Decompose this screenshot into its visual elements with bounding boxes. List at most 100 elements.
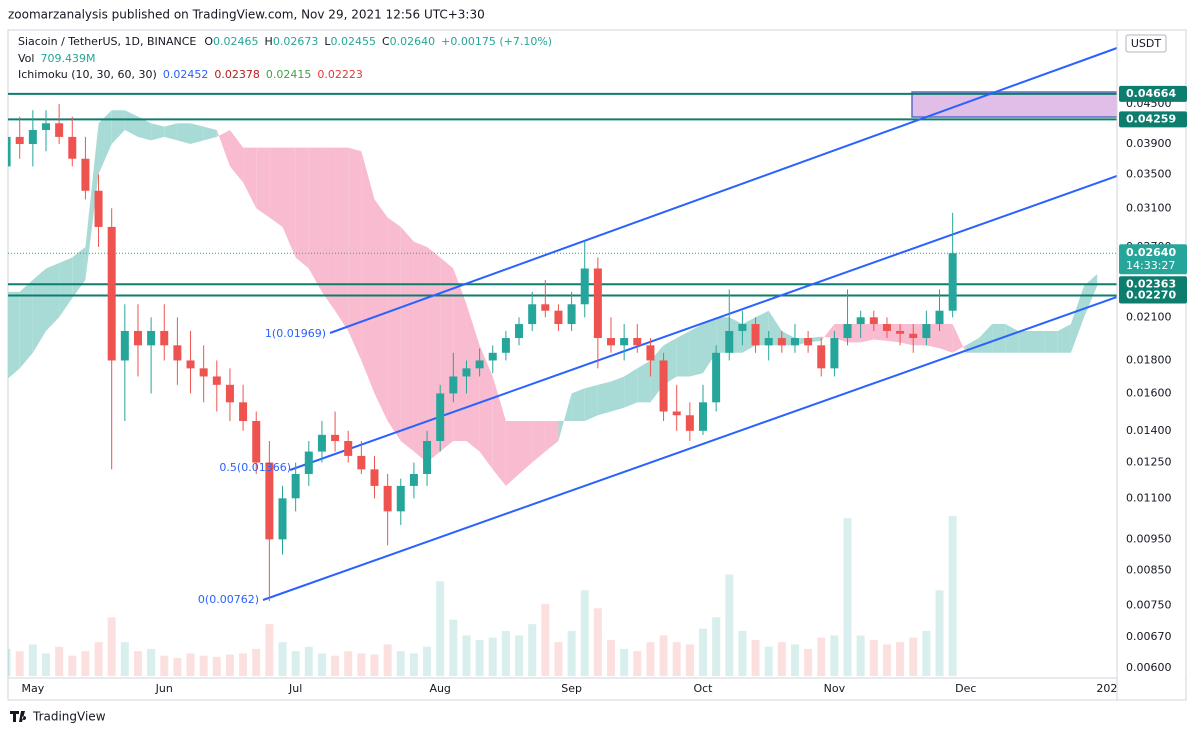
candle-body <box>94 190 103 227</box>
cloud-segment <box>597 381 612 416</box>
cloud-segment <box>702 317 717 374</box>
cloud-segment <box>308 147 322 292</box>
cloud-segment <box>519 420 533 474</box>
cloud-segment <box>8 291 20 379</box>
footer: TradingView <box>10 710 106 724</box>
y-tick-label: 0.03100 <box>1126 201 1172 214</box>
volume-bar <box>436 581 445 676</box>
channel <box>262 47 1117 601</box>
volume-bar <box>81 651 90 676</box>
volume-bar <box>659 635 668 676</box>
cloud-segment <box>164 123 178 141</box>
volume-bar <box>68 655 77 676</box>
cloud-segment <box>98 110 112 175</box>
indicator-value: 0.02223 <box>317 68 363 81</box>
candle-body <box>804 338 813 346</box>
fib-label: 0(0.00762) <box>198 593 259 606</box>
candle-body <box>646 345 655 361</box>
volume-bar <box>94 642 103 676</box>
y-tick-label: 0.01100 <box>1126 491 1172 504</box>
candle-body <box>409 473 418 486</box>
fib-label: 1(0.01969) <box>265 327 326 340</box>
volume-bar <box>501 630 510 676</box>
candle-body <box>147 330 156 346</box>
volume-bar <box>777 642 786 676</box>
candle-body <box>672 411 681 416</box>
cloud-segment <box>1044 330 1058 353</box>
ohlc-label: C <box>382 35 390 48</box>
candle-body <box>225 384 234 403</box>
indicator-value: 0.02452 <box>163 68 209 81</box>
last-price-label: 0.02640 <box>1126 246 1176 259</box>
channel-line <box>289 175 1117 471</box>
candle-body <box>252 420 261 463</box>
candle-body <box>567 304 576 325</box>
candle-body <box>370 469 379 486</box>
candle-body <box>830 338 839 369</box>
cloud-segment <box>45 262 60 331</box>
candle-body <box>396 485 405 512</box>
last-price-box <box>1119 244 1187 275</box>
cloud-segment <box>335 147 349 331</box>
candle-body <box>186 360 195 369</box>
cloud-segment <box>413 241 428 463</box>
level-label: 0.02270 <box>1126 289 1176 302</box>
candle-body <box>882 324 891 331</box>
cloud-segment <box>59 257 73 318</box>
ohlc-label: O <box>204 35 213 48</box>
y-tick-label: 0.02100 <box>1126 310 1172 323</box>
candle-body <box>856 317 865 325</box>
volume-bar <box>909 637 918 676</box>
cloud-segment <box>558 393 572 441</box>
volume-bar <box>712 617 721 676</box>
x-tick-label: Oct <box>693 682 713 695</box>
volume-bar <box>199 655 208 676</box>
currency[interactable]: USDT <box>1131 37 1162 50</box>
volume <box>8 516 957 676</box>
y-tick-label: 0.00600 <box>1126 661 1172 674</box>
cloud-segment <box>624 368 638 408</box>
cloud-segment <box>479 345 493 470</box>
volume-bar <box>554 642 563 676</box>
candle-body <box>554 310 563 325</box>
candle-body <box>133 330 142 346</box>
volume-bar <box>830 635 839 676</box>
y-tick-label: 0.00670 <box>1126 630 1172 643</box>
y-tick-label: 0.00950 <box>1126 532 1172 545</box>
y-tick-label: 0.01600 <box>1126 386 1172 399</box>
volume-bar <box>409 653 418 676</box>
cloud-segment <box>85 123 99 280</box>
candle-body <box>764 338 773 346</box>
x-tick-label: Nov <box>824 682 846 695</box>
candle-body <box>212 376 221 385</box>
volume-bar <box>291 651 300 676</box>
candle-body <box>685 415 694 431</box>
cloud-segment <box>321 147 336 311</box>
candle-body <box>698 402 707 431</box>
volume-bar <box>357 653 366 676</box>
volume-bar <box>160 655 169 676</box>
volume-bar <box>344 651 353 676</box>
volume-bar <box>843 518 852 676</box>
candle-body <box>462 368 471 377</box>
volume-bar <box>882 644 891 676</box>
candle-body <box>725 330 734 353</box>
cloud-segment <box>453 268 467 441</box>
cloud-segment <box>282 147 296 258</box>
candle-body <box>357 455 366 470</box>
zone-box <box>911 91 1117 118</box>
candle-body <box>593 268 602 339</box>
volume-bar <box>607 639 616 676</box>
volume-bar <box>896 642 905 676</box>
currency-box[interactable] <box>1125 34 1167 53</box>
y-tick-label: 0.00850 <box>1126 564 1172 577</box>
volume-bar <box>515 635 524 676</box>
y-tick-label: 0.01800 <box>1126 353 1172 366</box>
cloud-segment <box>768 310 782 346</box>
y-tick-label: 0.01250 <box>1126 456 1172 469</box>
indicator-value: 0.02415 <box>266 68 312 81</box>
price-axis-panel <box>1117 31 1185 699</box>
candle-body <box>751 324 760 346</box>
y-tick-label: 0.03900 <box>1126 137 1172 150</box>
